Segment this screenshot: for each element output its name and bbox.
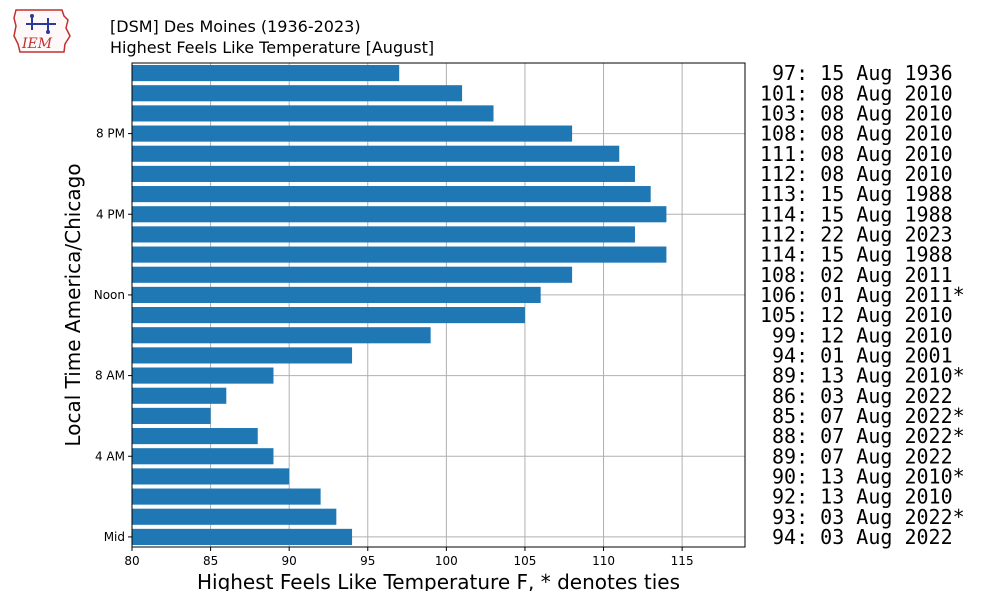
bar-annotation: 106: 01 Aug 2011* xyxy=(760,283,965,307)
bar xyxy=(132,327,431,344)
y-axis: Mid 4 AM 8 AM Noon 4 PM 8 PM xyxy=(94,127,132,544)
bar xyxy=(132,407,211,424)
bar-annotation: 90: 13 Aug 2010* xyxy=(772,464,965,488)
bar xyxy=(132,105,494,122)
bar xyxy=(132,387,227,404)
bar xyxy=(132,286,541,303)
bar xyxy=(132,508,337,525)
y-tick-label: Mid xyxy=(104,530,125,544)
bar-annotation: 114: 15 Aug 1988 xyxy=(760,243,953,267)
x-tick-label: 85 xyxy=(203,554,218,568)
x-tick-label: 110 xyxy=(592,554,615,568)
x-tick-label: 90 xyxy=(282,554,297,568)
bar-annotation: 86: 03 Aug 2022 xyxy=(772,384,953,408)
bar-annotation: 85: 07 Aug 2022* xyxy=(772,404,965,428)
bar xyxy=(132,468,290,485)
bar xyxy=(132,125,573,142)
x-tick-label: 95 xyxy=(360,554,375,568)
bar-annotation: 89: 13 Aug 2010* xyxy=(772,364,965,388)
bar xyxy=(132,347,353,364)
bar xyxy=(132,367,274,384)
bar xyxy=(132,206,667,223)
chart-subtitle: Highest Feels Like Temperature [August] xyxy=(110,38,435,57)
logo-text: IEM xyxy=(21,36,53,52)
iem-logo: IEM xyxy=(13,9,71,53)
bar-annotation: 92: 13 Aug 2010 xyxy=(772,485,953,509)
y-tick-label: 8 AM xyxy=(95,369,125,383)
y-axis-label: Local Time America/Chicago xyxy=(61,163,85,446)
bar-annotation: 93: 03 Aug 2022* xyxy=(772,505,965,529)
x-axis: 80 85 90 95 100 105 110 115 xyxy=(124,547,694,568)
bar-annotation: 99: 12 Aug 2010 xyxy=(772,323,953,347)
bar xyxy=(132,65,400,82)
bar-annotation: 114: 15 Aug 1988 xyxy=(760,202,953,226)
bar xyxy=(132,266,573,283)
bar-annotation: 103: 08 Aug 2010 xyxy=(760,101,953,125)
chart-title: [DSM] Des Moines (1936-2023) xyxy=(110,17,361,36)
bar-annotation: 88: 07 Aug 2022* xyxy=(772,424,965,448)
bars xyxy=(132,65,667,545)
bar-annotation: 113: 15 Aug 1988 xyxy=(760,182,953,206)
x-axis-label: Highest Feels Like Temperature F, * deno… xyxy=(197,570,680,591)
bar-annotation: 94: 03 Aug 2022 xyxy=(772,525,953,549)
y-tick-label: 4 AM xyxy=(95,449,125,463)
bar xyxy=(132,85,463,102)
x-tick-label: 100 xyxy=(435,554,458,568)
bar xyxy=(132,186,651,203)
bar xyxy=(132,428,258,445)
y-tick-label: Noon xyxy=(94,288,125,302)
plot-frame xyxy=(131,62,746,548)
bar xyxy=(132,226,635,243)
bar xyxy=(132,528,353,545)
bar-annotation: 112: 08 Aug 2010 xyxy=(760,162,953,186)
y-tick-label: 4 PM xyxy=(96,207,125,221)
y-tick-label: 8 PM xyxy=(96,127,125,141)
x-tick-label: 105 xyxy=(513,554,536,568)
bar xyxy=(132,145,620,162)
bar-annotation: 101: 08 Aug 2010 xyxy=(760,81,953,105)
bar xyxy=(132,448,274,465)
bar xyxy=(132,307,525,324)
bar-annotation: 108: 02 Aug 2011 xyxy=(760,263,953,287)
x-tick-label: 80 xyxy=(124,554,139,568)
bar-annotation: 97: 15 Aug 1936 xyxy=(772,61,953,85)
bar-annotation: 111: 08 Aug 2010 xyxy=(760,142,953,166)
bar-annotation: 94: 01 Aug 2001 xyxy=(772,343,953,367)
bar-annotation: 105: 12 Aug 2010 xyxy=(760,303,953,327)
bar-annotation: 108: 08 Aug 2010 xyxy=(760,122,953,146)
x-tick-label: 115 xyxy=(671,554,694,568)
bar-annotation: 112: 22 Aug 2023 xyxy=(760,222,953,246)
bar xyxy=(132,488,321,505)
bar-annotation: 89: 07 Aug 2022 xyxy=(772,444,953,468)
bar xyxy=(132,246,667,263)
bar xyxy=(132,165,635,182)
